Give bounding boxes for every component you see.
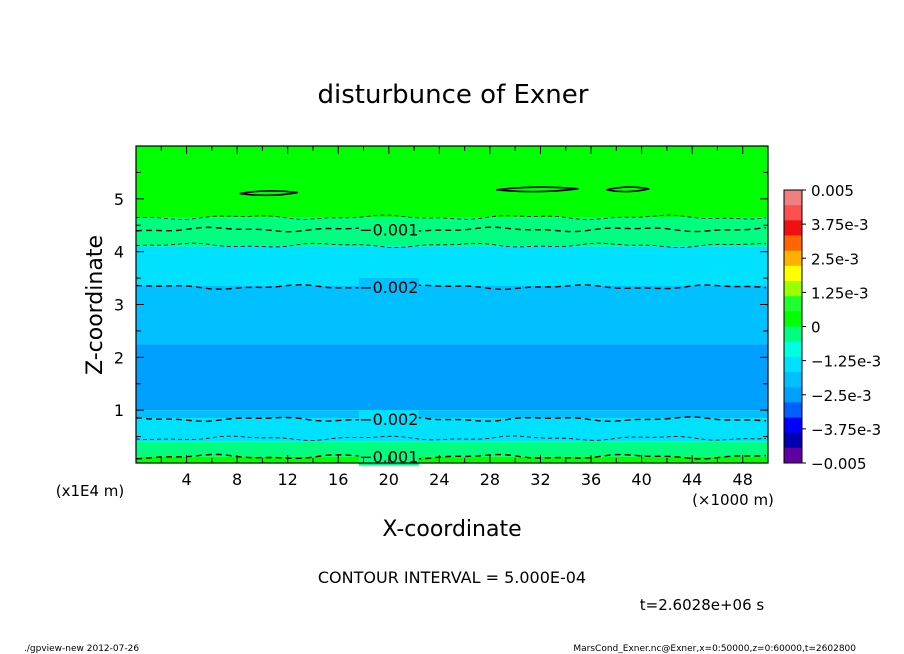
- y-tick-label-1: 1: [114, 401, 124, 420]
- colorbar-swatch-10: [784, 341, 802, 358]
- closed-contour-0: [239, 190, 298, 197]
- closed-contour-1: [496, 186, 579, 193]
- x-tick-label-28: 28: [480, 470, 500, 489]
- contour-label-bg-1: [358, 220, 419, 239]
- contour-label-3: −0.002: [359, 278, 418, 297]
- x-tick-label-36: 36: [581, 470, 601, 489]
- y-tick-label-3: 3: [114, 296, 124, 315]
- colorbar-swatch-0: [784, 190, 802, 206]
- color-band-5: [136, 410, 768, 419]
- contour-label-1: −0.001: [359, 220, 418, 239]
- colorbar-swatch-9: [784, 326, 802, 343]
- colorbar-swatch-5: [784, 265, 802, 282]
- colorbar-swatch-2: [784, 220, 802, 236]
- colorbar-swatch-6: [784, 281, 802, 297]
- color-band-7: [136, 441, 768, 457]
- plot-area: [136, 146, 768, 463]
- colorbar-swatch-8: [784, 311, 802, 327]
- contour-line-6: [135, 453, 767, 460]
- x-tick-label-48: 48: [733, 470, 753, 489]
- x-tick-label-16: 16: [328, 470, 348, 489]
- y-tick-label-4: 4: [114, 243, 124, 262]
- contour-interval-text: CONTOUR INTERVAL = 5.000E-04: [318, 568, 586, 587]
- axis-ticks: [136, 146, 768, 463]
- color-band-8: [136, 456, 768, 463]
- colorbar-label-1: 3.75e-3: [811, 216, 869, 234]
- colorbar-labels: 0.005 3.75e-3 2.5e-3 1.25e-3 0 −1.25e-3 −2.5e-…: [802, 182, 881, 473]
- x-tick-labels: 4 8 12 16 20 24 28 32 36 40 44 48: [181, 470, 752, 489]
- contour-line-2: [135, 242, 767, 249]
- chart-title: disturbunce of Exner: [318, 80, 589, 110]
- colorbar-swatch-15: [784, 417, 802, 434]
- contour-label-bg-4: [358, 410, 419, 429]
- footer-right: MarsCond_Exner.nc@Exner,x=0:50000,z=0:60…: [573, 644, 856, 654]
- colorbar-swatch-4: [784, 250, 802, 267]
- colorbar-swatch-3: [784, 235, 802, 252]
- colorbar-swatch-11: [784, 356, 802, 373]
- color-band-2: [136, 246, 768, 287]
- contour-label-4: −0.002: [359, 410, 418, 429]
- time-text: t=2.6028e+06 s: [640, 596, 765, 614]
- colorbar-label-3: 1.25e-3: [811, 284, 869, 302]
- contour-labels: −0.001−0.002−0.002−0.001: [358, 220, 419, 467]
- colorbar-swatch-16: [784, 432, 802, 449]
- colorbar-label-0: 0.005: [811, 182, 854, 200]
- color-band-3: [136, 286, 768, 345]
- colorbar-label-2: 2.5e-3: [811, 250, 859, 268]
- colorbar: [783, 189, 803, 464]
- color-band-4: [136, 344, 768, 411]
- contour-label-bg-3: [358, 278, 419, 297]
- x-tick-label-12: 12: [278, 470, 298, 489]
- contour-line-3: [135, 284, 767, 291]
- colorbar-label-5: −1.25e-3: [811, 353, 881, 371]
- colorbar-swatch-7: [784, 296, 802, 312]
- y-tick-label-5: 5: [114, 190, 124, 209]
- colorbar-label-4: 0: [811, 319, 821, 337]
- x-tick-label-24: 24: [429, 470, 449, 489]
- contour-line-0: [135, 214, 767, 220]
- contour-line-4: [135, 416, 767, 423]
- closed-contours: [239, 186, 650, 197]
- closed-contour-2: [606, 186, 650, 193]
- x-axis-label: X-coordinate: [382, 517, 521, 542]
- colorbar-swatch-13: [784, 387, 802, 403]
- x-tick-label-40: 40: [631, 470, 651, 489]
- x-tick-label-32: 32: [530, 470, 550, 489]
- y-axis-label: Z-coordinate: [83, 235, 108, 375]
- y-tick-labels: 1 2 3 4 5: [114, 190, 124, 420]
- x-tick-label-4: 4: [181, 470, 191, 489]
- colorbar-swatch-12: [784, 372, 802, 388]
- color-band-0: [136, 146, 768, 218]
- color-band-1: [136, 217, 768, 247]
- contour-line-1: [135, 226, 767, 233]
- colorbar-label-8: −0.005: [811, 455, 867, 473]
- colorbar-swatch-17: [784, 447, 802, 464]
- color-band-6: [136, 418, 768, 442]
- x-tick-label-20: 20: [379, 470, 399, 489]
- colorbar-swatch-1: [784, 205, 802, 221]
- colorbar-label-7: −3.75e-3: [811, 421, 881, 439]
- contour-line-5: [135, 435, 767, 441]
- footer-left: ./gpview-new 2012-07-26: [24, 644, 139, 654]
- contour-lines: [135, 214, 767, 460]
- y-tick-label-2: 2: [114, 348, 124, 367]
- x-unit-note: (×1000 m): [692, 491, 774, 509]
- x-tick-label-8: 8: [232, 470, 242, 489]
- colorbar-label-6: −2.5e-3: [811, 387, 872, 405]
- y-unit-note: (x1E4 m): [56, 482, 125, 500]
- colorbar-swatch-14: [784, 402, 802, 418]
- x-tick-label-44: 44: [682, 470, 702, 489]
